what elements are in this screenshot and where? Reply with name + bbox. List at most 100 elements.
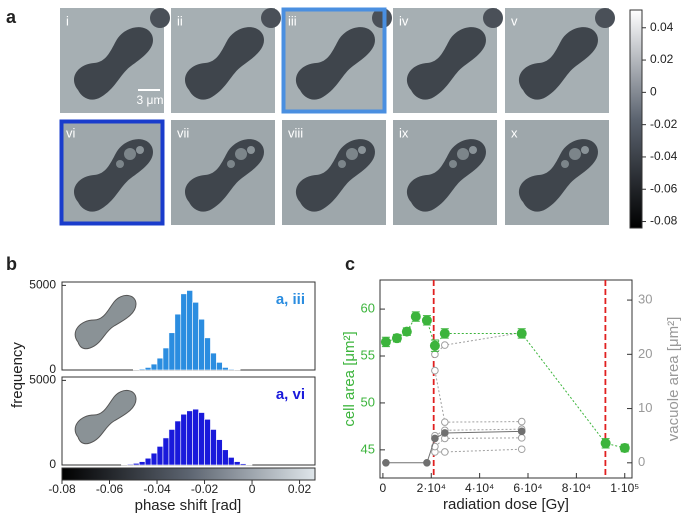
data-point bbox=[421, 315, 432, 326]
bar bbox=[168, 429, 176, 466]
colorbar-tick-label: 0.02 bbox=[650, 52, 674, 66]
x-tick-label: 0 bbox=[249, 482, 256, 496]
y-axis-label: frequency bbox=[9, 342, 26, 408]
y-tick-label: 55 bbox=[361, 347, 375, 362]
bar bbox=[138, 368, 146, 371]
bar bbox=[216, 439, 223, 466]
x-tick-label: 6·10⁴ bbox=[513, 481, 542, 495]
data-point bbox=[600, 438, 611, 449]
data-point bbox=[517, 445, 526, 454]
data-point bbox=[517, 417, 526, 426]
bar bbox=[239, 463, 247, 466]
data-point bbox=[441, 418, 449, 426]
data-point bbox=[441, 341, 449, 349]
bar bbox=[192, 302, 199, 371]
panel-label: a bbox=[6, 7, 17, 27]
data-point bbox=[423, 459, 431, 467]
frame-label: v bbox=[511, 13, 518, 28]
colorbar-tick-label: 0 bbox=[650, 85, 657, 99]
colorbar-tick-label: -0.02 bbox=[650, 117, 678, 131]
data-point bbox=[380, 336, 391, 347]
y-tick-label: 50 bbox=[361, 394, 375, 409]
data-point bbox=[410, 311, 421, 322]
inset-cell bbox=[74, 390, 137, 445]
cell-image bbox=[505, 8, 615, 113]
series-line bbox=[434, 370, 522, 423]
colorbar-tick-label: -0.04 bbox=[650, 149, 678, 163]
bar bbox=[180, 293, 188, 371]
x-tick-label: 2·10⁴ bbox=[417, 481, 446, 495]
bar bbox=[233, 461, 241, 466]
bar bbox=[127, 463, 134, 466]
x-tick-label: 4·10⁴ bbox=[465, 481, 494, 495]
bar bbox=[198, 318, 205, 371]
bar bbox=[192, 408, 199, 466]
data-point bbox=[431, 350, 439, 359]
data-point bbox=[517, 434, 526, 442]
highlight-frame bbox=[281, 7, 387, 114]
bar bbox=[186, 410, 193, 466]
bar bbox=[144, 457, 152, 466]
bar bbox=[174, 420, 182, 466]
bar bbox=[204, 419, 211, 466]
y-tick-label: 45 bbox=[361, 441, 375, 456]
x-tick-label: -0.02 bbox=[191, 482, 219, 496]
bar bbox=[144, 367, 152, 371]
x-tick-label: -0.04 bbox=[143, 482, 171, 496]
data-point bbox=[517, 427, 526, 436]
bar bbox=[168, 332, 176, 371]
y-axis-label: cell area [μm²] bbox=[341, 331, 358, 426]
cell-image bbox=[505, 120, 609, 225]
bar bbox=[227, 368, 235, 371]
x-tick-label: -0.08 bbox=[48, 482, 76, 496]
frame-label: ii bbox=[177, 13, 183, 28]
data-point bbox=[439, 328, 450, 339]
series-line bbox=[385, 315, 625, 449]
data-point bbox=[431, 434, 439, 443]
cell-image bbox=[60, 120, 164, 225]
scale-bar-label: 3 μm bbox=[137, 93, 164, 107]
data-point bbox=[619, 442, 630, 453]
data-point bbox=[431, 366, 439, 375]
x-tick-label: 8·10⁴ bbox=[562, 481, 591, 495]
axes-box bbox=[379, 279, 633, 479]
bar bbox=[204, 337, 211, 371]
highlight-frame bbox=[59, 119, 165, 226]
x-tick-label: 0 bbox=[380, 481, 387, 495]
y2-tick-label: 30 bbox=[638, 292, 652, 307]
histogram-label: a, vi bbox=[276, 386, 305, 403]
bar bbox=[216, 362, 223, 371]
data-point bbox=[382, 459, 390, 467]
bar bbox=[210, 429, 217, 466]
bar bbox=[162, 437, 170, 466]
bar bbox=[186, 290, 193, 371]
frame-label: x bbox=[511, 125, 518, 140]
x-tick-label: 0.02 bbox=[288, 482, 312, 496]
cell-image bbox=[171, 8, 281, 113]
colorbar-tick-label: -0.08 bbox=[650, 214, 678, 228]
frame-label: iv bbox=[399, 13, 409, 28]
bar bbox=[150, 452, 158, 466]
panel-label: c bbox=[345, 254, 355, 274]
y2-tick-label: 10 bbox=[638, 400, 652, 415]
frame-label: vii bbox=[177, 125, 189, 140]
data-point bbox=[391, 333, 402, 344]
bar bbox=[210, 352, 217, 371]
x-tick-label: -0.06 bbox=[96, 482, 124, 496]
y-tick-label: 0 bbox=[49, 362, 56, 376]
bar bbox=[174, 313, 182, 371]
cell-image bbox=[393, 8, 503, 113]
frame-label: i bbox=[66, 13, 69, 28]
x-axis-label: radiation dose [Gy] bbox=[443, 496, 569, 513]
colorbar-tick-label: 0.04 bbox=[650, 20, 674, 34]
frame-label: viii bbox=[288, 125, 303, 140]
histogram-label: a, iii bbox=[276, 291, 305, 308]
colorbar bbox=[61, 467, 316, 481]
y2-tick-label: 20 bbox=[638, 346, 652, 361]
bar bbox=[132, 463, 140, 466]
frame-label: iii bbox=[288, 13, 297, 28]
x-tick-label: 1·10⁵ bbox=[610, 481, 639, 495]
y-tick-label: 0 bbox=[49, 457, 56, 471]
colorbar-tick-label: -0.06 bbox=[650, 181, 678, 195]
